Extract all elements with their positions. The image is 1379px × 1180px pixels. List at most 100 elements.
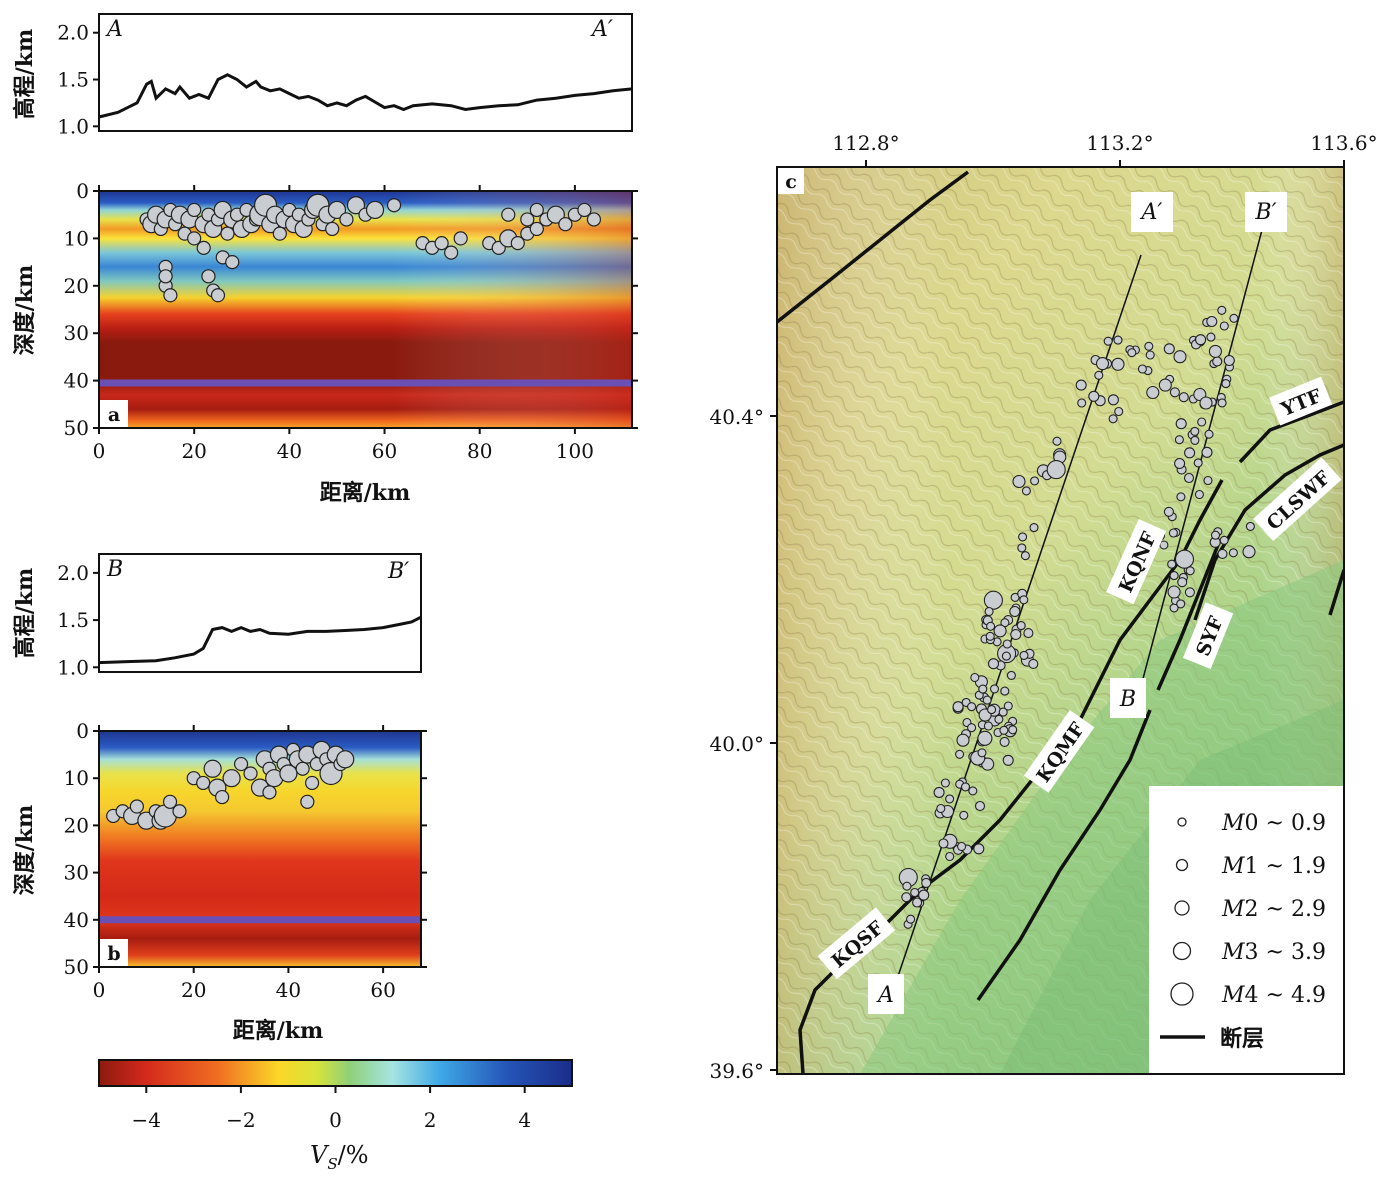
map-earthquake <box>902 881 912 891</box>
xtick-label: 20 <box>181 978 206 1002</box>
fault-nw <box>777 170 970 324</box>
earthquake <box>187 231 202 246</box>
xtick-label: 20 <box>181 439 206 463</box>
map-earthquake <box>955 749 965 759</box>
panel-a-depth: 0 10 20 30 40 50 0 20 40 60 80 100 a 深度/km 距离/km <box>12 179 638 506</box>
map-earthquake <box>1185 566 1195 576</box>
depth-ytick-label: 10 <box>64 226 89 250</box>
panel-b-elevation-frame <box>98 553 422 673</box>
map-faults <box>777 170 1344 1074</box>
map-earthquake <box>1008 725 1018 735</box>
fault-syf <box>1156 539 1222 691</box>
panel-b-depth-ylabel: 深度/km <box>12 805 38 896</box>
earthquake <box>529 202 544 218</box>
profile-label-a: A <box>876 983 894 1008</box>
earthquake <box>586 212 602 227</box>
panel-a-xticks: 0 20 40 60 80 100 <box>93 185 594 463</box>
lon-tick-label: 112.8° <box>832 131 899 155</box>
elev-ytick-label: 1.5 <box>57 608 89 632</box>
colorbar-tick-label: 2 <box>424 1108 437 1132</box>
xtick-label: 40 <box>276 978 301 1002</box>
map-earthquake <box>1201 446 1213 458</box>
map-earthquake <box>960 782 971 792</box>
map-earthquake <box>1017 543 1027 553</box>
map-earthquake <box>1183 472 1195 484</box>
map-earthquake <box>1088 390 1100 402</box>
map-earthquake <box>984 606 994 617</box>
legend-magnitude-label: M3 ~ 3.9 <box>1221 940 1326 965</box>
earthquake <box>300 794 315 809</box>
depth-ytick-label: 30 <box>64 861 89 885</box>
map-earthquake <box>1023 628 1034 639</box>
colorbar-tick-label: 0 <box>329 1108 342 1132</box>
map-earthquake <box>1204 429 1214 439</box>
map-earthquake <box>1114 406 1124 417</box>
panel-a-letter: a <box>108 404 120 426</box>
map-earthquake <box>999 736 1010 747</box>
map-earthquake <box>973 843 985 855</box>
lon-tick-label: 113.6° <box>1310 131 1377 155</box>
panel-b-elevation-line <box>98 615 422 665</box>
elev-ytick-label: 2.0 <box>57 561 89 585</box>
map-earthquakes <box>898 305 1256 929</box>
map-earthquake <box>1229 313 1239 323</box>
map-earthquake <box>1217 398 1227 408</box>
map-letter: c <box>785 171 797 193</box>
map-earthquake <box>987 658 1000 670</box>
legend-magnitude-label: M2 ~ 2.9 <box>1221 897 1326 922</box>
legend-box <box>1149 786 1344 1074</box>
profile-label-b: B <box>1119 687 1136 712</box>
map-earthquake <box>1178 392 1189 403</box>
map-earthquake <box>998 707 1008 717</box>
map-earthquake <box>967 702 977 712</box>
panel-b-earthquakes <box>106 740 355 830</box>
map-earthquake <box>1199 396 1213 410</box>
legend-fault-label: 断层 <box>1220 1026 1264 1052</box>
earthquake <box>163 288 178 303</box>
map-earthquake <box>1108 414 1118 424</box>
earthquake <box>187 202 202 218</box>
map-earthquake <box>1219 535 1229 545</box>
earthquake <box>225 255 240 270</box>
panel-a-end-label: A′ <box>590 17 613 42</box>
depth-ytick-label: 10 <box>64 766 89 790</box>
map-earthquake <box>1075 379 1087 391</box>
earthquake <box>220 226 235 241</box>
earthquake <box>262 785 277 800</box>
map-earthquake <box>1194 489 1204 500</box>
map-earthquake <box>1006 670 1016 680</box>
map-earthquake <box>1019 650 1029 660</box>
map-earthquake <box>1159 540 1169 550</box>
map-earthquake <box>1168 528 1178 538</box>
map-earthquake <box>1190 435 1200 445</box>
depth-ytick-label: 50 <box>64 416 89 440</box>
colorbar-label: VS/% <box>310 1141 369 1173</box>
map-earthquake <box>1212 356 1223 367</box>
xtick-label: 100 <box>556 439 594 463</box>
xtick-label: 0 <box>93 978 106 1002</box>
panel-b-depth: 0 10 20 30 40 50 0 20 40 60 b 深度/km 距离/km <box>12 719 427 1044</box>
map-earthquake <box>1145 350 1155 360</box>
fault-kqmf-east <box>976 709 1152 1002</box>
map-earthquake <box>983 721 993 731</box>
map-earthquake <box>1210 530 1221 540</box>
map-earthquake <box>1208 344 1222 358</box>
elev-ytick-label: 1.0 <box>57 655 89 679</box>
panel-a-start-label: A <box>105 17 123 42</box>
map-earthquake <box>1107 394 1119 406</box>
xtick-label: 60 <box>370 978 395 1002</box>
map-earthquake <box>1144 341 1154 351</box>
panel-a-elevation-ylabel: 高程/km <box>12 29 38 120</box>
depth-ytick-label: 30 <box>64 321 89 345</box>
map-earthquake <box>906 914 916 924</box>
map-earthquake <box>933 786 945 798</box>
map-earthquake <box>1184 587 1195 598</box>
earthquake <box>453 231 468 246</box>
map-earthquake <box>1174 435 1184 445</box>
legend-magnitude-label: M4 ~ 4.9 <box>1221 983 1326 1008</box>
map-earthquake <box>936 803 946 814</box>
map-earthquake <box>1223 354 1235 367</box>
map-earthquake <box>1195 334 1207 346</box>
earthquake <box>129 799 144 814</box>
map-earthquake <box>1203 475 1213 486</box>
